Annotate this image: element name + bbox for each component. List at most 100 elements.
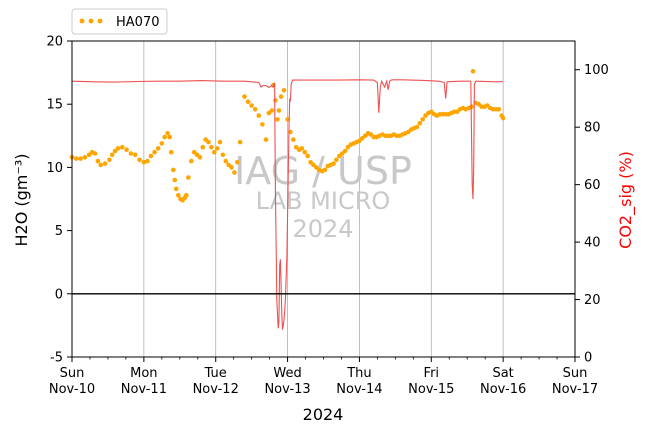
data-point-ha070 [186,175,191,180]
data-point-ha070 [95,158,101,164]
series-line-co2-sig [71,79,504,330]
data-point-ha070 [417,120,423,126]
data-point-ha070 [291,137,296,142]
data-point-ha070 [237,139,243,145]
y-right-tick-label: 80 [584,121,601,136]
data-point-ha070 [229,165,234,170]
data-point-ha070 [322,167,328,173]
watermark-line-2: LAB MICRO [256,187,391,215]
data-point-ha070 [342,148,348,154]
data-point-ha070 [235,160,240,165]
data-point-ha070 [281,88,287,93]
data-point-ha070 [165,131,170,136]
legend-marker-dot [79,18,85,24]
y-left-tick-label: 15 [46,98,63,113]
data-point-ha070 [305,153,311,159]
y-right-tick-label: 20 [584,293,601,308]
x-tick-label-day: Thu [346,366,371,381]
data-point-ha070 [184,192,189,198]
y-right-tick-label: 60 [584,178,601,193]
data-point-ha070 [500,115,506,121]
legend-marker-dot [88,18,94,24]
y-right-tick-label: 100 [584,63,609,78]
data-point-ha070 [171,167,176,173]
data-point-ha070 [220,152,226,158]
x-tick-label-date: Nov-11 [121,382,167,397]
data-point-ha070 [124,147,129,152]
data-point-ha070 [107,157,112,163]
data-point-ha070 [256,113,262,118]
data-point-ha070 [217,139,223,145]
data-point-ha070 [120,144,125,150]
x-tick-label-day: Fri [424,366,440,381]
data-point-ha070 [249,103,254,108]
data-point-ha070 [141,160,147,165]
data-point-ha070 [155,146,161,151]
data-point-ha070 [260,122,265,127]
data-point-ha070 [92,151,98,156]
data-point-ha070 [168,149,174,155]
legend-box [71,8,168,35]
data-point-ha070 [115,146,121,151]
x-tick-label-date: Nov-12 [193,382,239,397]
data-point-ha070 [137,157,142,163]
data-point-ha070 [420,117,426,122]
data-point-ha070 [197,155,203,160]
data-point-ha070 [276,108,282,113]
y-axis-right-label: CO2_sig (%) [616,151,636,249]
legend: HA070 [71,8,168,35]
data-point-ha070 [145,158,150,164]
watermark-line-3: 2024 [292,215,353,243]
x-tick-label-day: Tue [204,366,227,381]
x-tick-label-date: Nov-15 [408,382,454,397]
data-point-ha070 [212,149,217,155]
data-point-ha070 [414,124,420,130]
data-point-ha070 [82,155,88,160]
data-point-ha070 [200,144,206,150]
data-point-ha070 [189,158,194,164]
x-tick-label-day: Sun [60,366,85,381]
data-point-ha070 [172,177,178,183]
x-tick-label-date: Nov-16 [480,382,526,397]
data-point-ha070 [162,134,167,140]
y-left-tick-label: 20 [46,35,63,50]
data-point-ha070 [299,146,305,151]
y-right-tick-label: 40 [584,236,601,251]
data-point-ha070 [98,162,103,168]
data-point-ha070 [278,94,284,99]
data-point-ha070 [263,137,269,142]
axes-layer: SunNov-10MonNov-11TueNov-12WedNov-13ThuN… [46,35,608,398]
x-tick-label-date: Nov-13 [264,382,310,397]
data-point-ha070 [496,107,502,112]
legend-marker-dot [97,18,103,24]
data-point-ha070 [206,139,211,145]
data-point-ha070 [102,161,108,166]
data-point-ha070 [128,151,134,156]
data-point-ha070 [109,152,115,158]
data-point-ha070 [78,156,83,161]
data-point-ha070 [302,149,308,155]
x-tick-label-day: Sun [563,366,588,381]
data-point-ha070 [214,146,220,151]
data-point-ha070 [74,156,79,161]
y-left-tick-label: 0 [55,287,63,302]
x-tick-label-date: Nov-10 [49,382,95,397]
x-tick-label-day: Wed [273,366,301,381]
data-point-ha070 [167,134,172,140]
data-point-ha070 [148,153,154,159]
data-point-ha070 [273,98,278,103]
watermark: IAG / USP LAB MICRO 2024 [234,149,412,243]
data-point-ha070 [223,158,229,164]
x-tick-label-day: Sat [492,366,513,381]
x-tick-label-date: Nov-17 [552,382,598,397]
data-point-ha070 [252,107,258,112]
data-point-ha070 [232,170,237,175]
data-point-ha070 [242,94,247,99]
data-point-ha070 [245,99,251,104]
legend-label: HA070 [116,15,159,30]
x-tick-label-date: Nov-14 [336,382,382,397]
y-left-tick-label: 5 [55,224,63,239]
y-left-tick-label: -5 [50,351,63,366]
data-point-ha070 [275,117,280,122]
